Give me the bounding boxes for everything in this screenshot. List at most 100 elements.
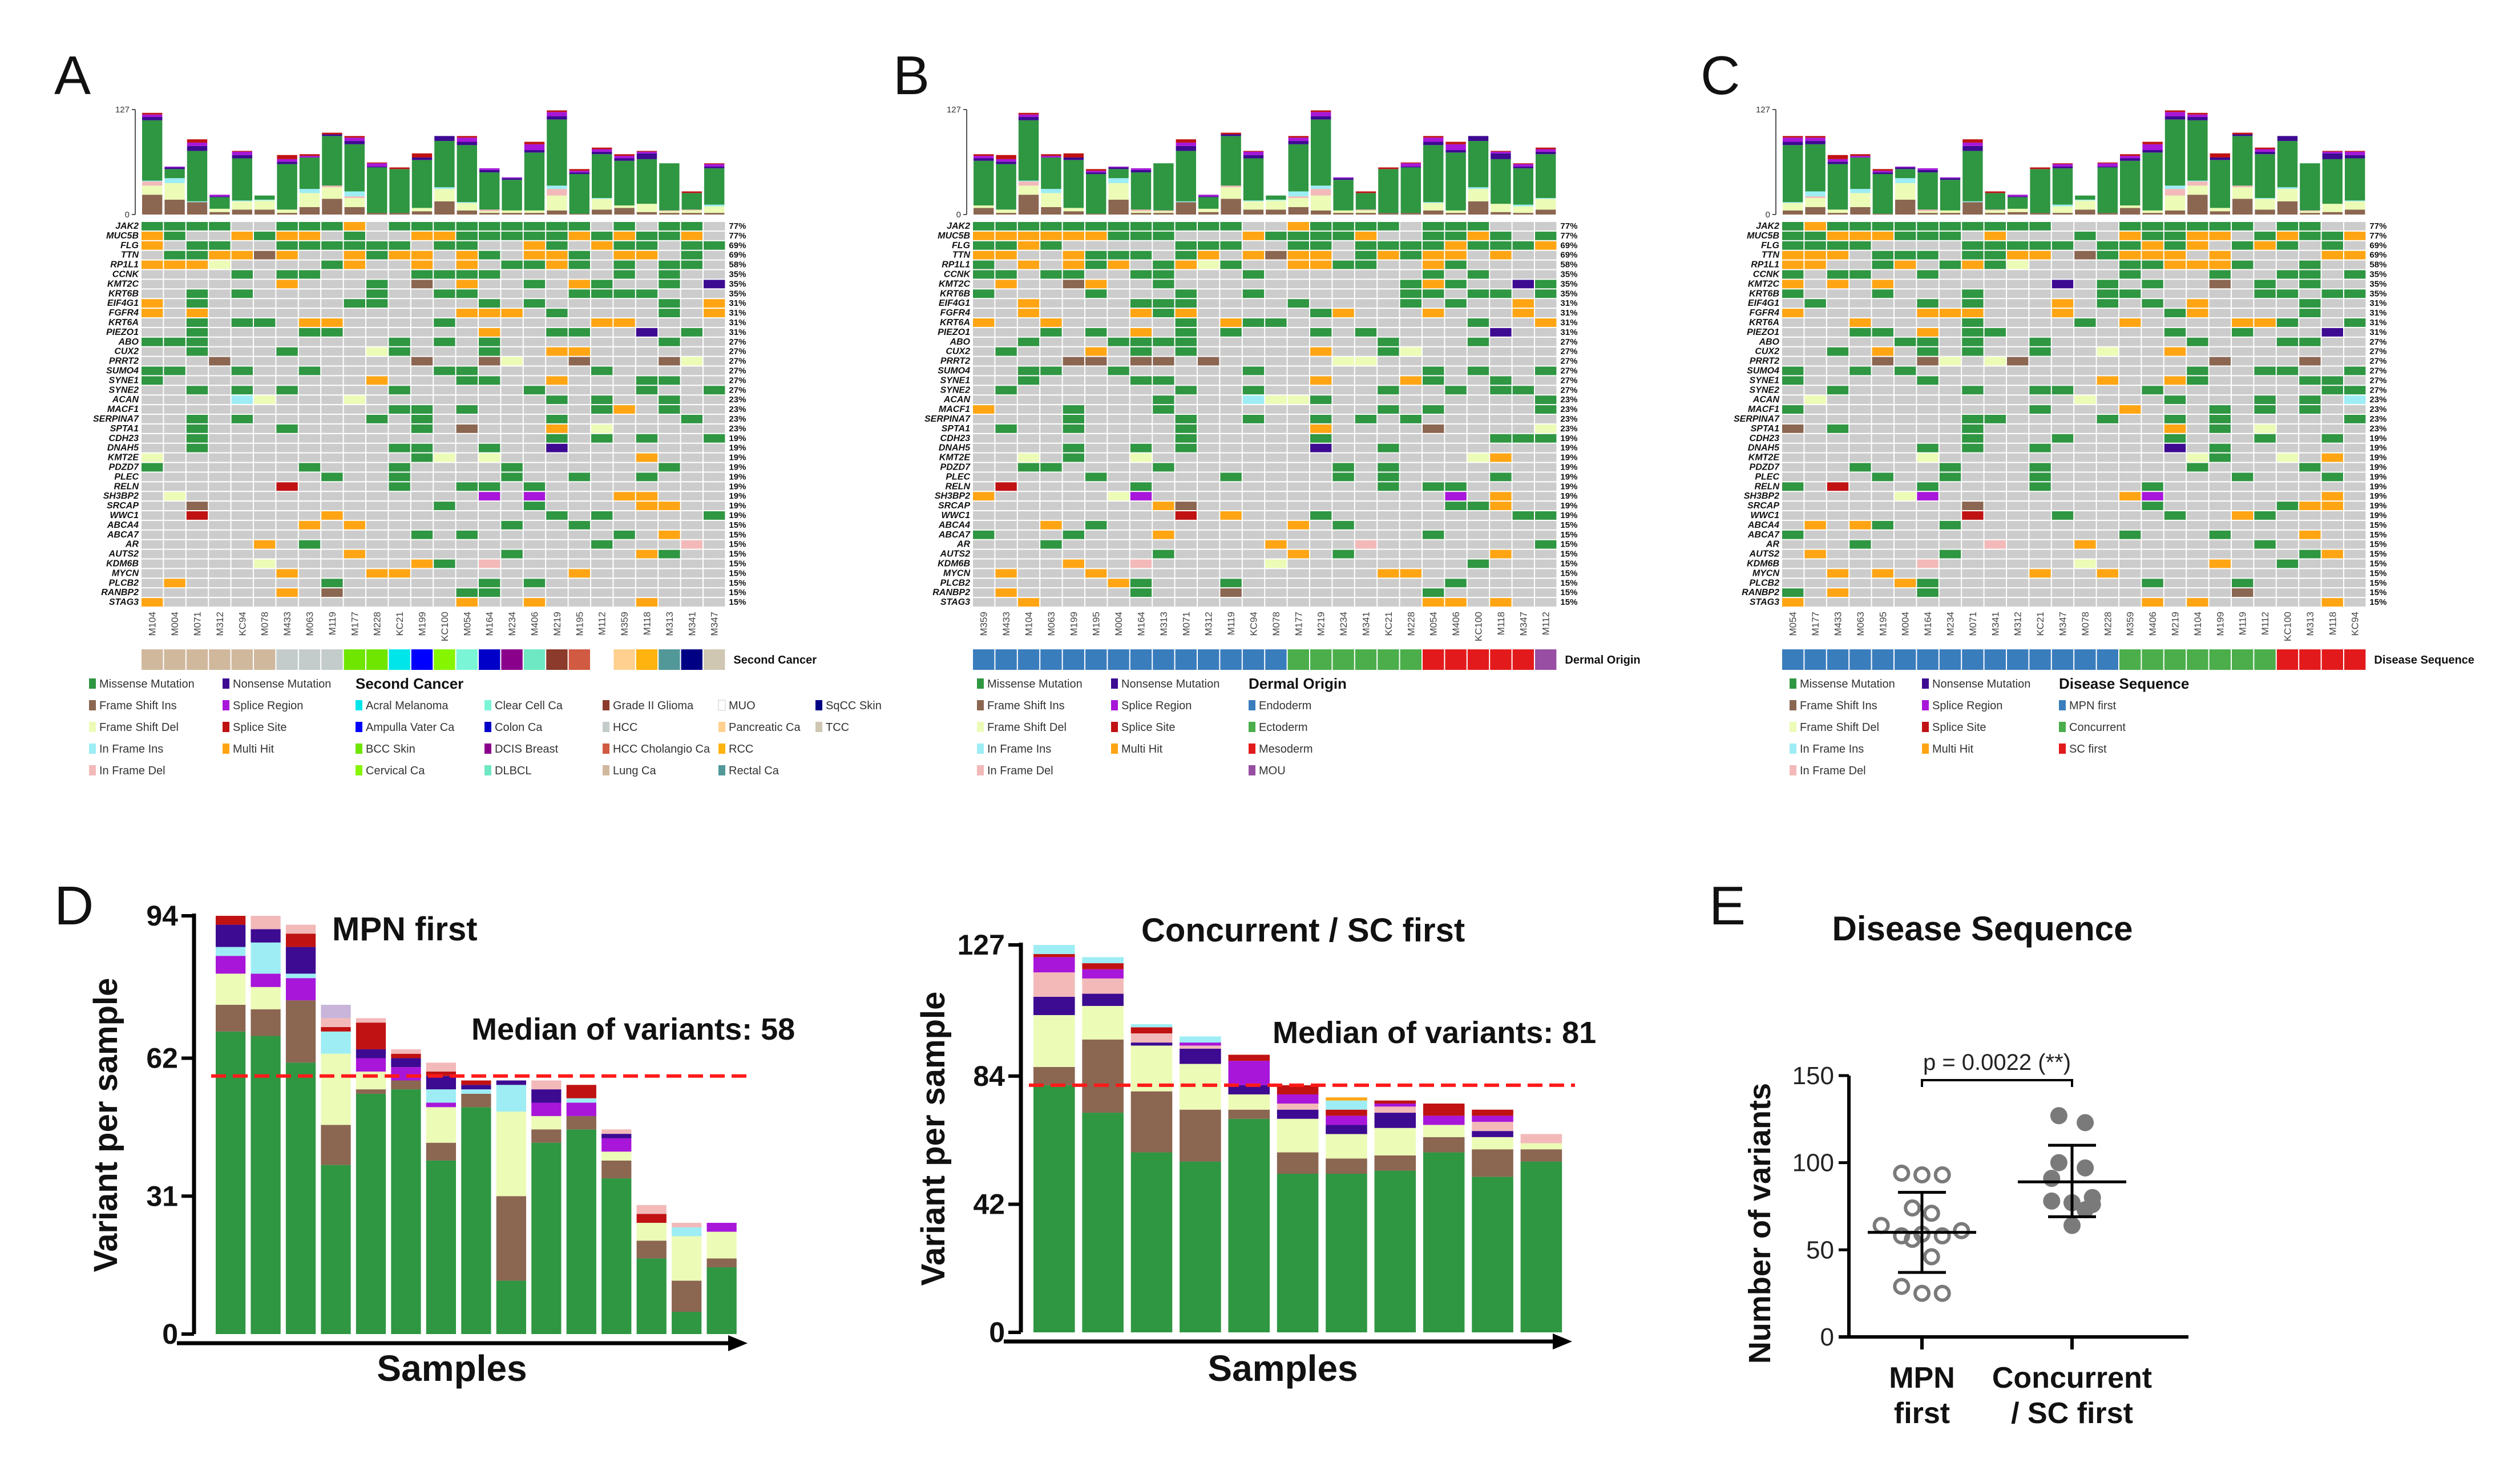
bar-segment-n — [1180, 1048, 1221, 1064]
oncoprint-cell — [1310, 579, 1332, 588]
sample-bar — [2255, 147, 2275, 215]
oncoprint-cell — [479, 579, 500, 588]
bar-segment-b — [187, 202, 208, 215]
oncoprint-cell — [1917, 424, 1939, 433]
oncoprint-cell — [1827, 530, 1849, 539]
oncoprint-cell — [973, 443, 995, 452]
oncoprint-cell — [2187, 530, 2208, 539]
oncoprint-cell — [142, 395, 163, 405]
oncoprint-cell — [2164, 347, 2186, 356]
oncoprint-cell — [1310, 299, 1332, 308]
oncoprint-cell — [546, 598, 568, 607]
annotation-cell — [276, 649, 298, 670]
oncoprint-cell — [456, 337, 478, 346]
sample-label: M219 — [2170, 612, 2181, 636]
sample-label: M219 — [552, 612, 563, 636]
oncoprint-cell — [1445, 579, 1467, 588]
gene-label: MACF1 — [1748, 405, 1779, 414]
bar-segment-v — [1130, 168, 1152, 170]
bar-segment-c — [461, 1089, 491, 1094]
gene-label: JAK2 — [115, 221, 139, 231]
oncoprint-cell — [1085, 328, 1107, 337]
oncoprint-cell — [2321, 482, 2343, 491]
legend-swatch — [89, 743, 96, 754]
y-tick-label: 0 — [989, 1316, 1005, 1348]
percent-label: 31% — [1560, 298, 1577, 308]
bar-segment-n — [601, 1134, 632, 1138]
oncoprint-cell — [1804, 415, 1826, 423]
gene-label: RANBP2 — [1742, 588, 1779, 597]
oncoprint-cell — [298, 434, 321, 443]
oncoprint-cell — [411, 250, 433, 260]
legend-item: Frame Shift Del — [977, 721, 1067, 734]
bar-segment-g — [411, 160, 433, 208]
oncoprint-cell — [1445, 309, 1467, 317]
percent-label: 15% — [1560, 520, 1577, 530]
oncoprint-cell — [479, 540, 500, 549]
oncoprint-cell — [1917, 289, 1939, 298]
oncoprint-cell — [1804, 337, 1826, 346]
oncoprint-cell — [231, 289, 253, 298]
percent-label: 15% — [729, 588, 746, 597]
oncoprint-cell — [254, 502, 276, 510]
oncoprint-cell — [231, 347, 253, 356]
legend-label: Missense Mutation — [99, 678, 195, 690]
oncoprint-cell — [1310, 318, 1332, 327]
bar-segment-y — [547, 195, 567, 211]
oncoprint-cell — [681, 502, 702, 510]
bar-segment-y — [502, 210, 522, 213]
oncoprint-cell — [1962, 472, 1984, 482]
percent-label: 19% — [1560, 501, 1577, 511]
oncoprint-cell — [298, 357, 321, 366]
oncoprint-cell — [2299, 559, 2321, 568]
oncoprint-cell — [2209, 588, 2231, 597]
bar-segment-g — [1108, 169, 1129, 179]
legend-swatch — [356, 765, 362, 775]
oncoprint-cell — [1153, 250, 1174, 260]
oncoprint-cell — [2299, 289, 2321, 298]
oncoprint-cell — [1287, 492, 1309, 501]
legend-swatch — [718, 722, 725, 732]
oncoprint-cell — [1962, 482, 1984, 491]
oncoprint-cell — [995, 270, 1017, 279]
annotation-cell — [1962, 649, 1984, 670]
oncoprint-cell — [1423, 588, 1444, 597]
oncoprint-cell — [1175, 443, 1197, 452]
sample-label: M228 — [1406, 612, 1416, 636]
oncoprint-cell — [681, 463, 702, 472]
oncoprint-cell — [298, 280, 321, 289]
bar-segment-g — [636, 159, 657, 204]
oncoprint-cell — [2097, 395, 2118, 405]
oncoprint-cell — [1984, 280, 2006, 289]
oncoprint-cell — [1085, 318, 1107, 327]
annotation-cell — [1040, 649, 1062, 670]
oncoprint-cell — [2051, 260, 2074, 269]
oncoprint-cell — [1872, 520, 1893, 530]
bar-segment-n — [1130, 1042, 1173, 1046]
oncoprint-cell — [1085, 588, 1107, 597]
sample-bar — [2120, 154, 2141, 215]
oncoprint-cell — [704, 502, 725, 510]
bar-segment-v — [277, 159, 297, 162]
oncoprint-cell — [2051, 289, 2074, 298]
oncoprint-cell — [321, 588, 343, 597]
oncoprint-cell — [366, 579, 388, 588]
oncoprint-cell — [1895, 598, 1916, 607]
oncoprint-cell — [995, 250, 1017, 260]
oncoprint-cell — [1872, 395, 1893, 405]
bar-segment-b — [1536, 209, 1556, 215]
oncoprint-cell — [321, 260, 343, 269]
oncoprint-cell — [613, 231, 635, 240]
bar-segment-y — [356, 1071, 386, 1090]
oncoprint-cell — [1378, 463, 1399, 472]
bar-segment-n — [1176, 146, 1196, 151]
oncoprint-cell — [1400, 598, 1421, 607]
oncoprint-cell — [1242, 463, 1265, 472]
oncoprint-cell — [142, 405, 163, 414]
oncoprint-cell — [389, 549, 410, 559]
bar-segment-n — [1082, 993, 1124, 1006]
percent-label: 31% — [729, 318, 746, 328]
oncoprint-cell — [2164, 502, 2186, 510]
oncoprint-cell — [501, 405, 523, 414]
oncoprint-cell — [523, 443, 546, 452]
